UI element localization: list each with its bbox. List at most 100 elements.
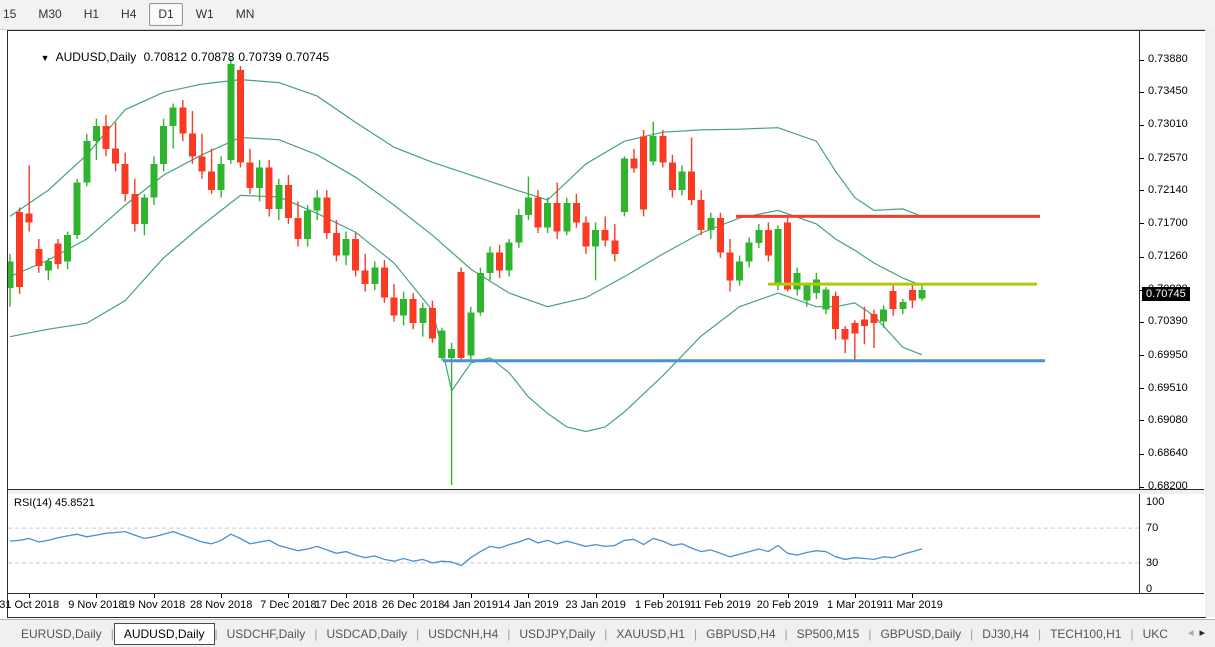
date-tick-label: 17 Dec 2018 bbox=[314, 599, 378, 611]
timeframe-button-d1[interactable]: D1 bbox=[149, 3, 183, 26]
candlestick-chart[interactable] bbox=[8, 31, 1139, 489]
candle-body-bull bbox=[793, 272, 801, 290]
price-tick-label: 0.71700 bbox=[1148, 216, 1188, 229]
timeframe-button-m30[interactable]: M30 bbox=[38, 7, 62, 21]
candle-body-bull bbox=[918, 290, 926, 299]
date-tick-label: 26 Dec 2018 bbox=[381, 599, 445, 611]
candle-body-bull bbox=[515, 214, 523, 243]
date-tick-mark bbox=[528, 594, 530, 598]
chart-tab-tech100-h1[interactable]: TECH100,H1 bbox=[1050, 627, 1122, 641]
date-tick-label: 31 Oct 2018 bbox=[0, 599, 60, 611]
candle-body-bear bbox=[870, 314, 878, 324]
candle-body-bear bbox=[208, 171, 216, 191]
candle-body-bear bbox=[832, 296, 840, 330]
candle-body-bull bbox=[313, 197, 321, 211]
date-tick-label: 19 Nov 2018 bbox=[122, 599, 186, 611]
date-tick-label: 28 Nov 2018 bbox=[189, 599, 253, 611]
candle-body-bull bbox=[83, 141, 91, 183]
timeframe-button-15[interactable]: 15 bbox=[3, 7, 17, 21]
candle-body-bull bbox=[438, 330, 446, 358]
candle-body-bear bbox=[534, 197, 542, 228]
chart-tab-gbpusd-h4[interactable]: GBPUSD,H4 bbox=[706, 627, 776, 641]
candle-body-bear bbox=[246, 162, 254, 188]
date-axis[interactable]: 31 Oct 2018 9 Nov 2018 19 Nov 2018 28 Nov 2… bbox=[0, 593, 1204, 617]
tab-scroll-left-icon[interactable]: ◂ bbox=[1187, 627, 1200, 639]
candle-body-bear bbox=[54, 243, 62, 264]
chart-tab-dj30-h4[interactable]: DJ30,H4 bbox=[982, 627, 1029, 641]
candle-body-bear bbox=[179, 107, 187, 134]
tab-separator: | bbox=[604, 627, 608, 641]
price-tick-mark bbox=[1140, 124, 1144, 126]
date-tick-label: 11 Feb 2019 bbox=[689, 599, 751, 611]
price-tick-label: 0.69950 bbox=[1148, 348, 1188, 361]
chart-tab-strip: EURUSD,Daily | AUDUSD,Daily | USDCHF,Daily | U… bbox=[0, 619, 1215, 647]
timeframe-toolbar: 15 M30 H1 H4 D1 W1 MN bbox=[0, 0, 1215, 30]
candle-body-bear bbox=[764, 230, 772, 256]
chart-tab-audusd-daily[interactable]: AUDUSD,Daily bbox=[113, 623, 215, 645]
date-tick-mark bbox=[595, 594, 597, 598]
chart-tab-sp500-m15[interactable]: SP500,M15 bbox=[796, 627, 860, 641]
chart-tab-eurusd-daily[interactable]: EURUSD,Daily bbox=[21, 627, 102, 641]
chart-tab-usdcad-daily[interactable]: USDCAD,Daily bbox=[326, 627, 408, 641]
date-tick-label: 4 Jan 2019 bbox=[443, 599, 499, 611]
price-tick-label: 0.73450 bbox=[1148, 85, 1188, 98]
price-axis[interactable]: 0.70745 0.73880 0.73450 0.73010 0.72570 0.72… bbox=[1139, 31, 1204, 492]
price-chart-pane[interactable]: ▼ AUDUSD,Daily 0.70812 0.70878 0.70739 0.707… bbox=[8, 31, 1139, 489]
chart-tab-xauusd-h1[interactable]: XAUUSD,H1 bbox=[616, 627, 686, 641]
candle-body-bear bbox=[16, 211, 24, 288]
candle-body-bull bbox=[563, 202, 571, 232]
timeframe-button-h1[interactable]: H1 bbox=[83, 7, 100, 21]
candle-body-bear bbox=[860, 319, 868, 327]
candle-body-bear bbox=[572, 202, 580, 223]
tab-separator: | bbox=[1037, 627, 1042, 641]
candle-body-bear bbox=[716, 217, 724, 253]
price-tick-label: 0.68640 bbox=[1148, 447, 1188, 460]
price-tick-mark bbox=[1140, 453, 1144, 455]
tab-separator: | bbox=[868, 627, 872, 641]
rsi-axis-label: 100 bbox=[1146, 496, 1165, 508]
chart-tab-usdchf-daily[interactable]: USDCHF,Daily bbox=[226, 627, 306, 641]
chart-title: ▼ AUDUSD,Daily 0.70812 0.70878 0.70739 0.707… bbox=[14, 36, 333, 78]
date-tick-mark bbox=[154, 594, 155, 598]
chart-tab-gbpusd-daily[interactable]: GBPUSD,Daily bbox=[880, 627, 962, 641]
date-tick-mark bbox=[346, 594, 347, 598]
candle-body-bear bbox=[659, 136, 667, 163]
date-tick-mark bbox=[413, 594, 415, 598]
candle-body-bull bbox=[448, 348, 456, 358]
date-tick-mark bbox=[96, 594, 98, 598]
candle-body-bear bbox=[611, 240, 619, 254]
rsi-axis[interactable]: 100 70 30 0 bbox=[1139, 494, 1204, 595]
date-tick-label: 1 Feb 2019 bbox=[634, 599, 691, 611]
price-tick-label: 0.73010 bbox=[1148, 118, 1188, 131]
date-tick-label: 9 Nov 2018 bbox=[68, 599, 125, 611]
chart-tab-usdjpy-daily[interactable]: USDJPY,Daily bbox=[519, 627, 596, 641]
tab-scroll-right-icon[interactable]: ▸ bbox=[1199, 627, 1211, 639]
rsi-indicator-pane[interactable]: RSI(14) 45.8521 bbox=[8, 494, 1139, 593]
timeframe-button-w1[interactable]: W1 bbox=[195, 7, 214, 21]
price-tick-mark bbox=[1140, 388, 1144, 390]
chart-tab-usdcnh-h4[interactable]: USDCNH,H4 bbox=[428, 627, 499, 641]
date-tick-mark bbox=[288, 594, 290, 598]
current-price-label: 0.70745 bbox=[1142, 287, 1190, 302]
rsi-chart[interactable] bbox=[8, 494, 1139, 593]
candle-body-bear bbox=[409, 299, 417, 324]
candle-body-bear bbox=[35, 248, 43, 267]
candle-body-bull bbox=[140, 197, 148, 224]
price-tick-mark bbox=[1140, 486, 1144, 488]
rsi-axis-label: 30 bbox=[1146, 556, 1159, 569]
candle-body-bull bbox=[64, 235, 72, 262]
candle-body-bear bbox=[428, 308, 436, 339]
candle-body-bull bbox=[745, 242, 753, 262]
timeframe-button-mn[interactable]: MN bbox=[235, 7, 255, 21]
collapse-triangle-icon[interactable]: ▼ bbox=[40, 53, 50, 63]
price-tick-mark bbox=[1140, 223, 1144, 225]
chart-tab-ukc[interactable]: UKC bbox=[1142, 627, 1168, 641]
candle-body-bull bbox=[486, 252, 494, 273]
timeframe-button-h4[interactable]: H4 bbox=[121, 7, 137, 21]
date-tick-mark bbox=[912, 594, 914, 598]
rsi-line bbox=[9, 530, 923, 567]
candle-body-bear bbox=[630, 158, 638, 169]
candle-body-bear bbox=[640, 136, 648, 210]
price-tick-label: 0.73880 bbox=[1148, 53, 1188, 65]
price-tick-mark bbox=[1140, 59, 1144, 61]
